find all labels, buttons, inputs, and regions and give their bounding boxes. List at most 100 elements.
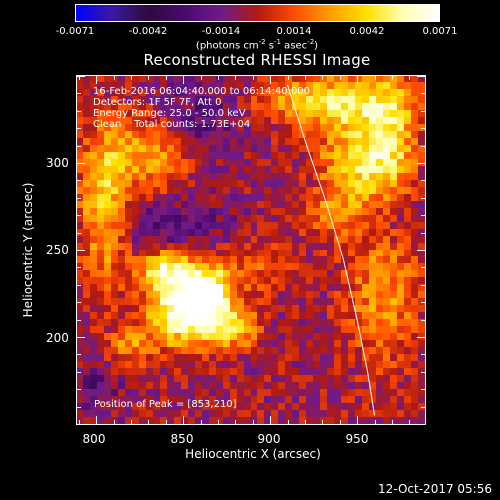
x-tick-label: 850 [170, 432, 194, 446]
axis-tick [77, 128, 81, 130]
colorbar-tick-label: 0.0014 [276, 26, 312, 37]
axis-tick [96, 416, 98, 424]
axis-tick [421, 354, 425, 356]
y-tick-label: 200 [46, 331, 69, 345]
axis-tick [77, 424, 85, 425]
axis-tick [165, 76, 167, 80]
axis-tick [270, 76, 272, 84]
axis-tick [421, 128, 425, 130]
axis-tick [130, 420, 132, 424]
axis-tick [77, 284, 81, 286]
axis-tick [78, 76, 80, 80]
axis-tick [417, 76, 425, 77]
heatmap-image [77, 76, 425, 424]
axis-tick [77, 163, 85, 164]
axis-tick [421, 145, 425, 147]
solar-limb-line [287, 84, 375, 416]
axis-tick [113, 420, 115, 424]
colorbar-units: (photons cm-2 s-1 asec-2) [195, 38, 319, 52]
axis-tick [77, 145, 81, 147]
axis-tick [77, 76, 85, 77]
axis-tick [421, 284, 425, 286]
axis-tick [421, 215, 425, 217]
axis-tick [77, 371, 81, 373]
axis-tick [417, 424, 425, 425]
y-tick-label: 300 [46, 156, 69, 170]
x-axis-label: Heliocentric X (arcsec) [185, 447, 321, 461]
axis-tick [77, 267, 81, 269]
axis-tick [217, 76, 219, 80]
axis-tick [252, 420, 254, 424]
axis-tick [374, 76, 376, 80]
axis-tick [421, 93, 425, 95]
axis-tick [421, 319, 425, 321]
footer-date: 12-Oct-2017 05:56 [378, 482, 492, 496]
axis-tick [77, 93, 81, 95]
axis-tick [287, 420, 289, 424]
axis-tick [77, 389, 81, 391]
axis-tick [270, 416, 272, 424]
x-tick-label: 800 [82, 432, 106, 446]
axis-tick [421, 371, 425, 373]
axis-tick [409, 76, 411, 80]
x-tick-label: 950 [345, 432, 369, 446]
plot-area: 16-Feb-2016 06:04:40.000 to 06:14:40.000… [76, 75, 426, 425]
axis-tick [304, 76, 306, 80]
chart-title: Reconstructed RHESSI Image [143, 51, 371, 69]
axis-tick [287, 76, 289, 80]
axis-tick [200, 420, 202, 424]
axis-tick [421, 180, 425, 182]
axis-tick [77, 337, 85, 338]
axis-tick [417, 250, 425, 251]
axis-tick [304, 420, 306, 424]
axis-tick [391, 76, 393, 80]
axis-tick [77, 406, 81, 408]
axis-tick [148, 76, 150, 80]
axis-tick [322, 76, 324, 80]
axis-tick [77, 232, 81, 234]
axis-tick [165, 420, 167, 424]
colorbar-tick-label: -0.0071 [55, 26, 95, 37]
axis-tick [421, 197, 425, 199]
axis-tick [77, 215, 81, 217]
axis-tick [409, 420, 411, 424]
axis-tick [78, 420, 80, 424]
x-tick-label: 900 [257, 432, 281, 446]
axis-tick [421, 406, 425, 408]
axis-tick [322, 420, 324, 424]
axis-tick [77, 319, 81, 321]
colorbar-tick-label: -0.0042 [128, 26, 168, 37]
axis-tick [421, 232, 425, 234]
total-counts-text: Clean Total counts: 1.73E+04 [93, 119, 251, 130]
axis-tick [113, 76, 115, 80]
axis-tick [391, 420, 393, 424]
axis-tick [183, 76, 185, 84]
axis-tick [200, 76, 202, 80]
axis-tick [417, 163, 425, 164]
axis-tick [77, 250, 85, 251]
axis-tick [339, 76, 341, 80]
colorbar-tick-label: 0.0071 [422, 26, 458, 37]
axis-tick [252, 76, 254, 80]
axis-tick [235, 420, 237, 424]
axis-tick [357, 76, 359, 84]
axis-tick [77, 354, 81, 356]
axis-tick [77, 302, 81, 304]
axis-tick [77, 110, 81, 112]
time-range-text: 16-Feb-2016 06:04:40.000 to 06:14:40.000 [93, 86, 311, 97]
axis-tick [357, 416, 359, 424]
axis-tick [217, 420, 219, 424]
colorbar-tick-label: 0.0042 [349, 26, 385, 37]
solar-limb-overlay [287, 84, 375, 416]
axis-tick [235, 76, 237, 80]
colorbar-tick-label: -0.0014 [201, 26, 241, 37]
axis-tick [421, 267, 425, 269]
detectors-text: Detectors: 1F 5F 7F, Att 0 [93, 97, 222, 108]
axis-tick [374, 420, 376, 424]
axis-tick [421, 389, 425, 391]
axis-tick [339, 420, 341, 424]
axis-tick [183, 416, 185, 424]
axis-tick [77, 197, 81, 199]
energy-range-text: Energy Range: 25.0 - 50.0 keV [93, 108, 246, 119]
y-tick-label: 250 [46, 243, 69, 257]
